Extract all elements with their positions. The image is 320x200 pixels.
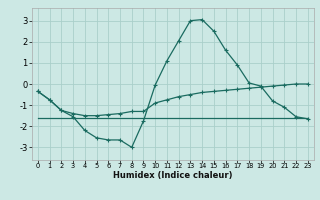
X-axis label: Humidex (Indice chaleur): Humidex (Indice chaleur) [113, 171, 233, 180]
